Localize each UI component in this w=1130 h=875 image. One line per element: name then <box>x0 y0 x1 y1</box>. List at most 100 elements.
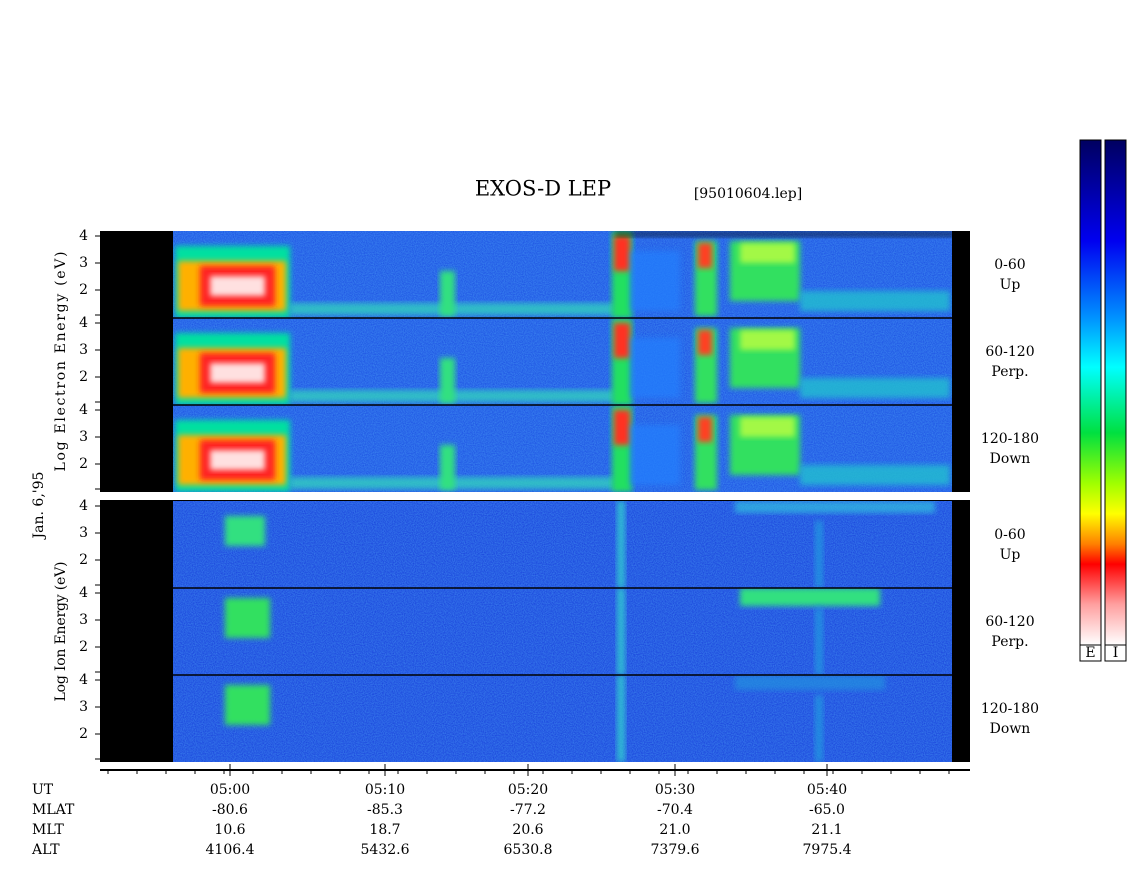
ephemeris-value: 05:00 <box>210 782 250 798</box>
title: EXOS-D LEP <box>475 177 611 201</box>
ephemeris-label: UT <box>32 782 54 798</box>
ephemeris-value: 10.6 <box>214 822 245 838</box>
ephemeris-value: -77.2 <box>510 802 546 818</box>
panel <box>173 405 952 492</box>
spectral-feature <box>800 465 950 485</box>
ephemeris-value: -70.4 <box>657 802 693 818</box>
spectral-feature <box>225 516 265 546</box>
pitch-angle-label: 60-120 <box>985 344 1034 360</box>
spectral-feature <box>815 695 823 762</box>
spectral-feature <box>800 291 950 311</box>
ephemeris-value: 20.6 <box>512 822 543 838</box>
spectral-feature <box>614 236 630 271</box>
y-tick-label: 3 <box>79 699 88 715</box>
spectral-feature <box>815 521 823 588</box>
color-bar-label-box <box>1104 644 1127 662</box>
ephemeris-value: 05:40 <box>807 782 847 798</box>
pitch-angle-label: 60-120 <box>985 614 1034 630</box>
ephemeris-value: 21.0 <box>659 822 690 838</box>
ephemeris-label: MLT <box>32 822 64 838</box>
spectral-feature <box>210 450 265 470</box>
y-tick-label: 3 <box>79 255 88 271</box>
y-tick-label: 2 <box>79 726 88 742</box>
spectral-feature <box>210 363 265 383</box>
spectral-feature <box>740 588 880 606</box>
panel-noise <box>173 501 952 588</box>
spectral-feature <box>735 675 885 690</box>
pitch-angle-label: 0-60 <box>994 527 1025 543</box>
ephemeris-value: 21.1 <box>811 822 842 838</box>
ephemeris-value: 7379.6 <box>651 842 700 858</box>
y-axis-label: Log Electron Energy (eV) <box>53 252 69 472</box>
color-bar-label: I <box>1113 645 1119 661</box>
spectral-feature <box>698 417 712 442</box>
ephemeris-value: 5432.6 <box>361 842 410 858</box>
spectral-feature <box>740 243 795 263</box>
y-tick-label: 4 <box>79 228 88 244</box>
file-name: [95010604.lep] <box>694 186 802 202</box>
spectral-feature <box>630 338 680 398</box>
spectral-feature <box>440 445 455 490</box>
spectrograms <box>98 231 972 762</box>
y-tick-label: 2 <box>79 639 88 655</box>
y-tick-label: 2 <box>79 552 88 568</box>
ephemeris-value: 05:10 <box>365 782 405 798</box>
panel <box>173 501 952 588</box>
spectral-feature <box>440 358 455 403</box>
y-tick-label: 3 <box>79 429 88 445</box>
y-tick-label: 2 <box>79 282 88 298</box>
spectral-feature <box>740 330 795 350</box>
y-tick-label: 3 <box>79 525 88 541</box>
panel <box>173 675 952 762</box>
pitch-angle-label: 0-60 <box>994 257 1025 273</box>
color-bar <box>1079 139 1102 646</box>
y-tick-label: 4 <box>79 672 88 688</box>
spectral-feature <box>630 251 680 311</box>
spectral-feature <box>630 425 680 485</box>
pitch-angle-label: Up <box>1000 277 1021 293</box>
y-axis-label: Log Ion Energy (eV) <box>53 562 69 702</box>
spectral-feature <box>698 330 712 355</box>
panel-gap <box>98 492 972 500</box>
pitch-angle-label: 120-180 <box>981 431 1039 447</box>
spectral-feature <box>225 598 270 638</box>
ephemeris-label: ALT <box>31 842 60 858</box>
y-tick-label: 2 <box>79 369 88 385</box>
y-tick-label: 4 <box>79 585 88 601</box>
spectral-feature <box>225 685 270 725</box>
ephemeris-value: 05:20 <box>508 782 548 798</box>
ephemeris-value: -80.6 <box>212 802 248 818</box>
spectral-feature <box>815 608 823 675</box>
y-tick-label: 3 <box>79 342 88 358</box>
spectral-feature <box>800 378 950 398</box>
ephemeris-value: 4106.4 <box>206 842 255 858</box>
y-tick-label: 4 <box>79 402 88 418</box>
panel <box>173 318 952 405</box>
y-tick-label: 3 <box>79 612 88 628</box>
ephemeris-label: MLAT <box>32 802 75 818</box>
spectral-feature <box>698 243 712 268</box>
color-bar-label-box <box>1079 644 1102 662</box>
pitch-angle-label: Down <box>990 451 1031 467</box>
ephemeris-value: 05:30 <box>655 782 695 798</box>
y-tick-label: 2 <box>79 456 88 472</box>
panel <box>173 588 952 675</box>
pitch-angle-label: Perp. <box>991 364 1028 380</box>
spectral-feature <box>740 417 795 437</box>
pitch-angle-label: Down <box>990 721 1031 737</box>
color-bar-label: E <box>1085 645 1095 661</box>
ephemeris-value: -85.3 <box>367 802 403 818</box>
spectral-feature <box>617 588 625 675</box>
ephemeris-value: 7975.4 <box>803 842 852 858</box>
color-bar <box>1104 139 1127 646</box>
spectral-feature <box>440 271 455 316</box>
pitch-angle-label: Up <box>1000 547 1021 563</box>
ephemeris-value: 6530.8 <box>504 842 553 858</box>
y-tick-label: 4 <box>79 498 88 514</box>
spectral-feature <box>735 501 935 513</box>
ephemeris-value: -65.0 <box>809 802 845 818</box>
panel <box>173 231 952 318</box>
spectral-feature <box>615 231 952 237</box>
spectral-feature <box>614 410 630 445</box>
